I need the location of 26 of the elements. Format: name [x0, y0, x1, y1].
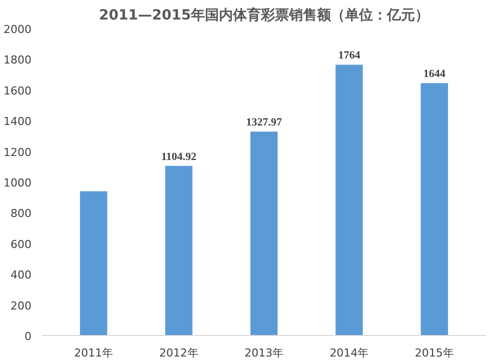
x-tick-label: 2013年 — [244, 346, 284, 360]
y-tick-label: 0 — [24, 330, 32, 343]
x-tick-label: 2012年 — [159, 346, 198, 360]
data-label: 1644 — [423, 68, 446, 80]
data-label: 1764 — [338, 50, 361, 62]
bar — [80, 191, 108, 336]
y-tick-label: 600 — [10, 238, 32, 251]
bar — [165, 166, 192, 336]
x-tick-label: 2015年 — [414, 346, 454, 360]
y-tick-label: 1600 — [4, 84, 32, 98]
y-tick-label: 1400 — [4, 115, 32, 128]
data-label: 1104.92 — [161, 150, 197, 163]
bar — [250, 132, 278, 336]
y-tick-label: 400 — [10, 268, 32, 282]
y-tick-label: 2000 — [4, 23, 32, 36]
y-tick-label: 1200 — [4, 146, 32, 159]
bar — [336, 64, 363, 336]
x-tick-label: 2011年 — [74, 346, 114, 360]
bar — [420, 83, 448, 336]
chart-title: 2011—2015年国内体育彩票销售额（单位：亿元） — [99, 6, 429, 24]
y-tick-label: 800 — [10, 207, 32, 220]
y-tick-label: 1800 — [4, 54, 32, 67]
data-label: 1327.97 — [246, 116, 282, 129]
x-tick-label: 2014年 — [330, 346, 369, 360]
y-tick-label: 200 — [10, 299, 32, 312]
y-tick-label: 1000 — [4, 176, 32, 190]
